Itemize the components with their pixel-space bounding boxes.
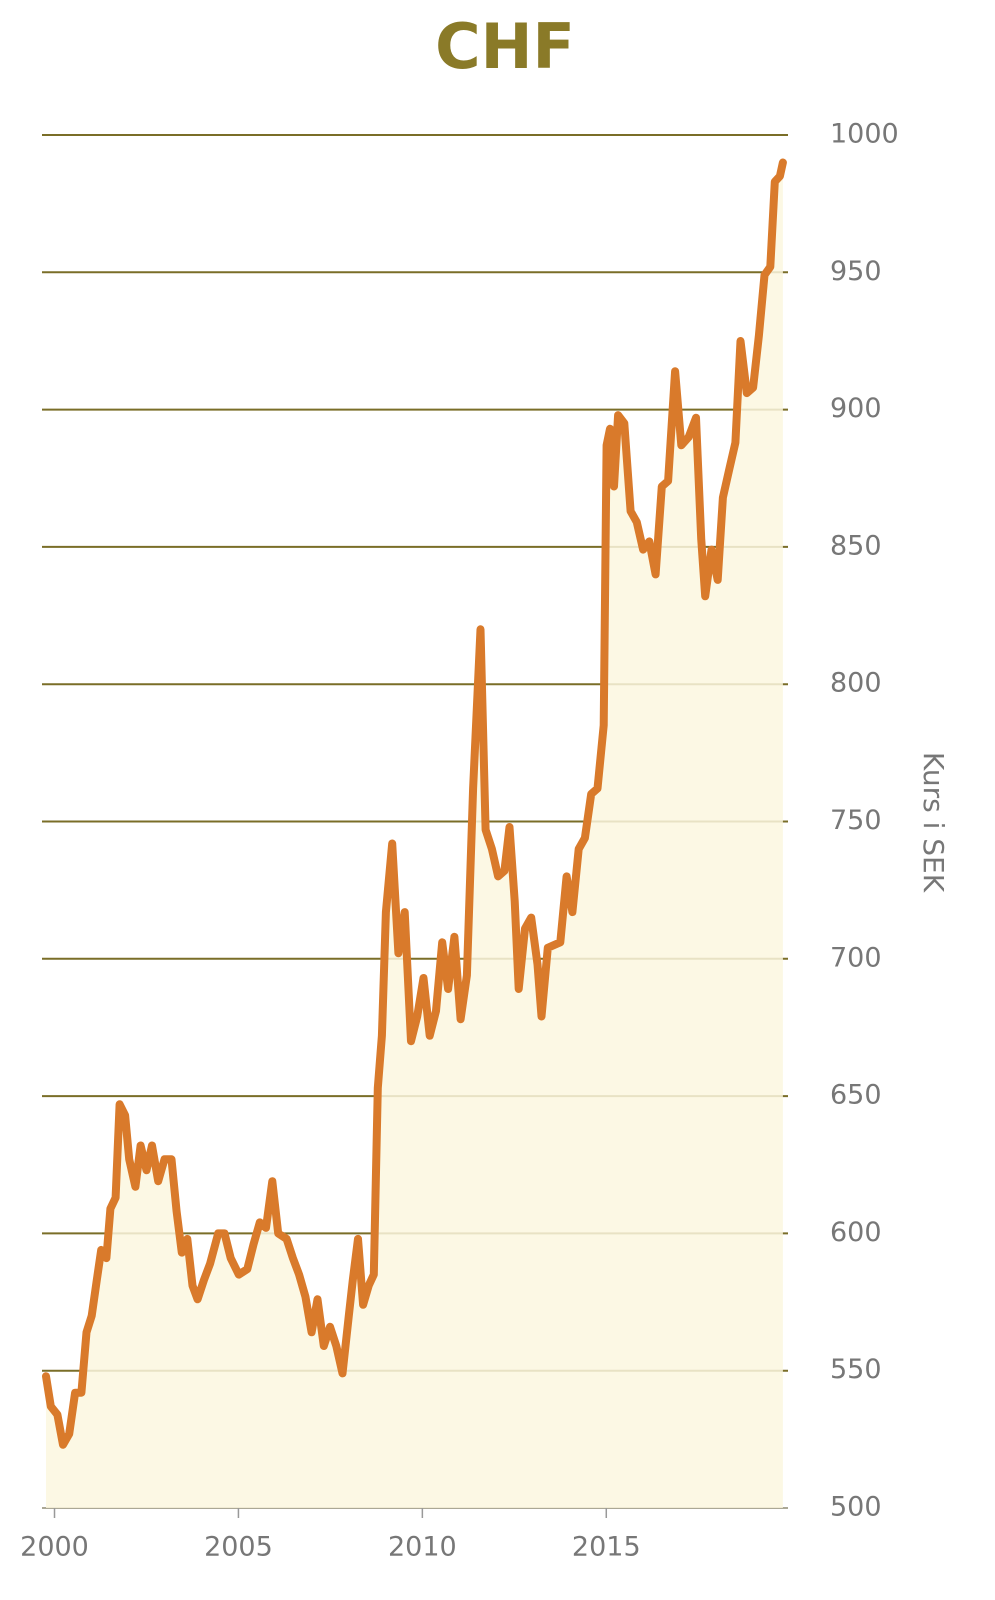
y-tick-label: 700 [830, 942, 882, 973]
chart-title: CHF [435, 10, 575, 83]
x-tick-label: 2005 [204, 1532, 273, 1563]
y-tick-label: 750 [830, 805, 882, 836]
area-fill [46, 162, 783, 1508]
y-tick-label: 800 [830, 668, 882, 699]
x-tick-label: 2010 [388, 1532, 457, 1563]
y-tick-label: 950 [830, 256, 882, 287]
y-tick-label: 1000 [830, 119, 899, 150]
y-tick-label: 550 [830, 1354, 882, 1385]
x-tick-label: 2015 [572, 1532, 641, 1563]
y-axis-title: Kurs i SEK [917, 752, 950, 893]
y-tick-label: 600 [830, 1217, 882, 1248]
y-tick-label: 650 [830, 1080, 882, 1111]
x-tick-label: 2000 [20, 1532, 89, 1563]
y-tick-label: 850 [830, 530, 882, 561]
price-line [42, 158, 787, 1449]
y-tick-label: 500 [830, 1492, 882, 1523]
y-tick-label: 900 [830, 393, 882, 424]
